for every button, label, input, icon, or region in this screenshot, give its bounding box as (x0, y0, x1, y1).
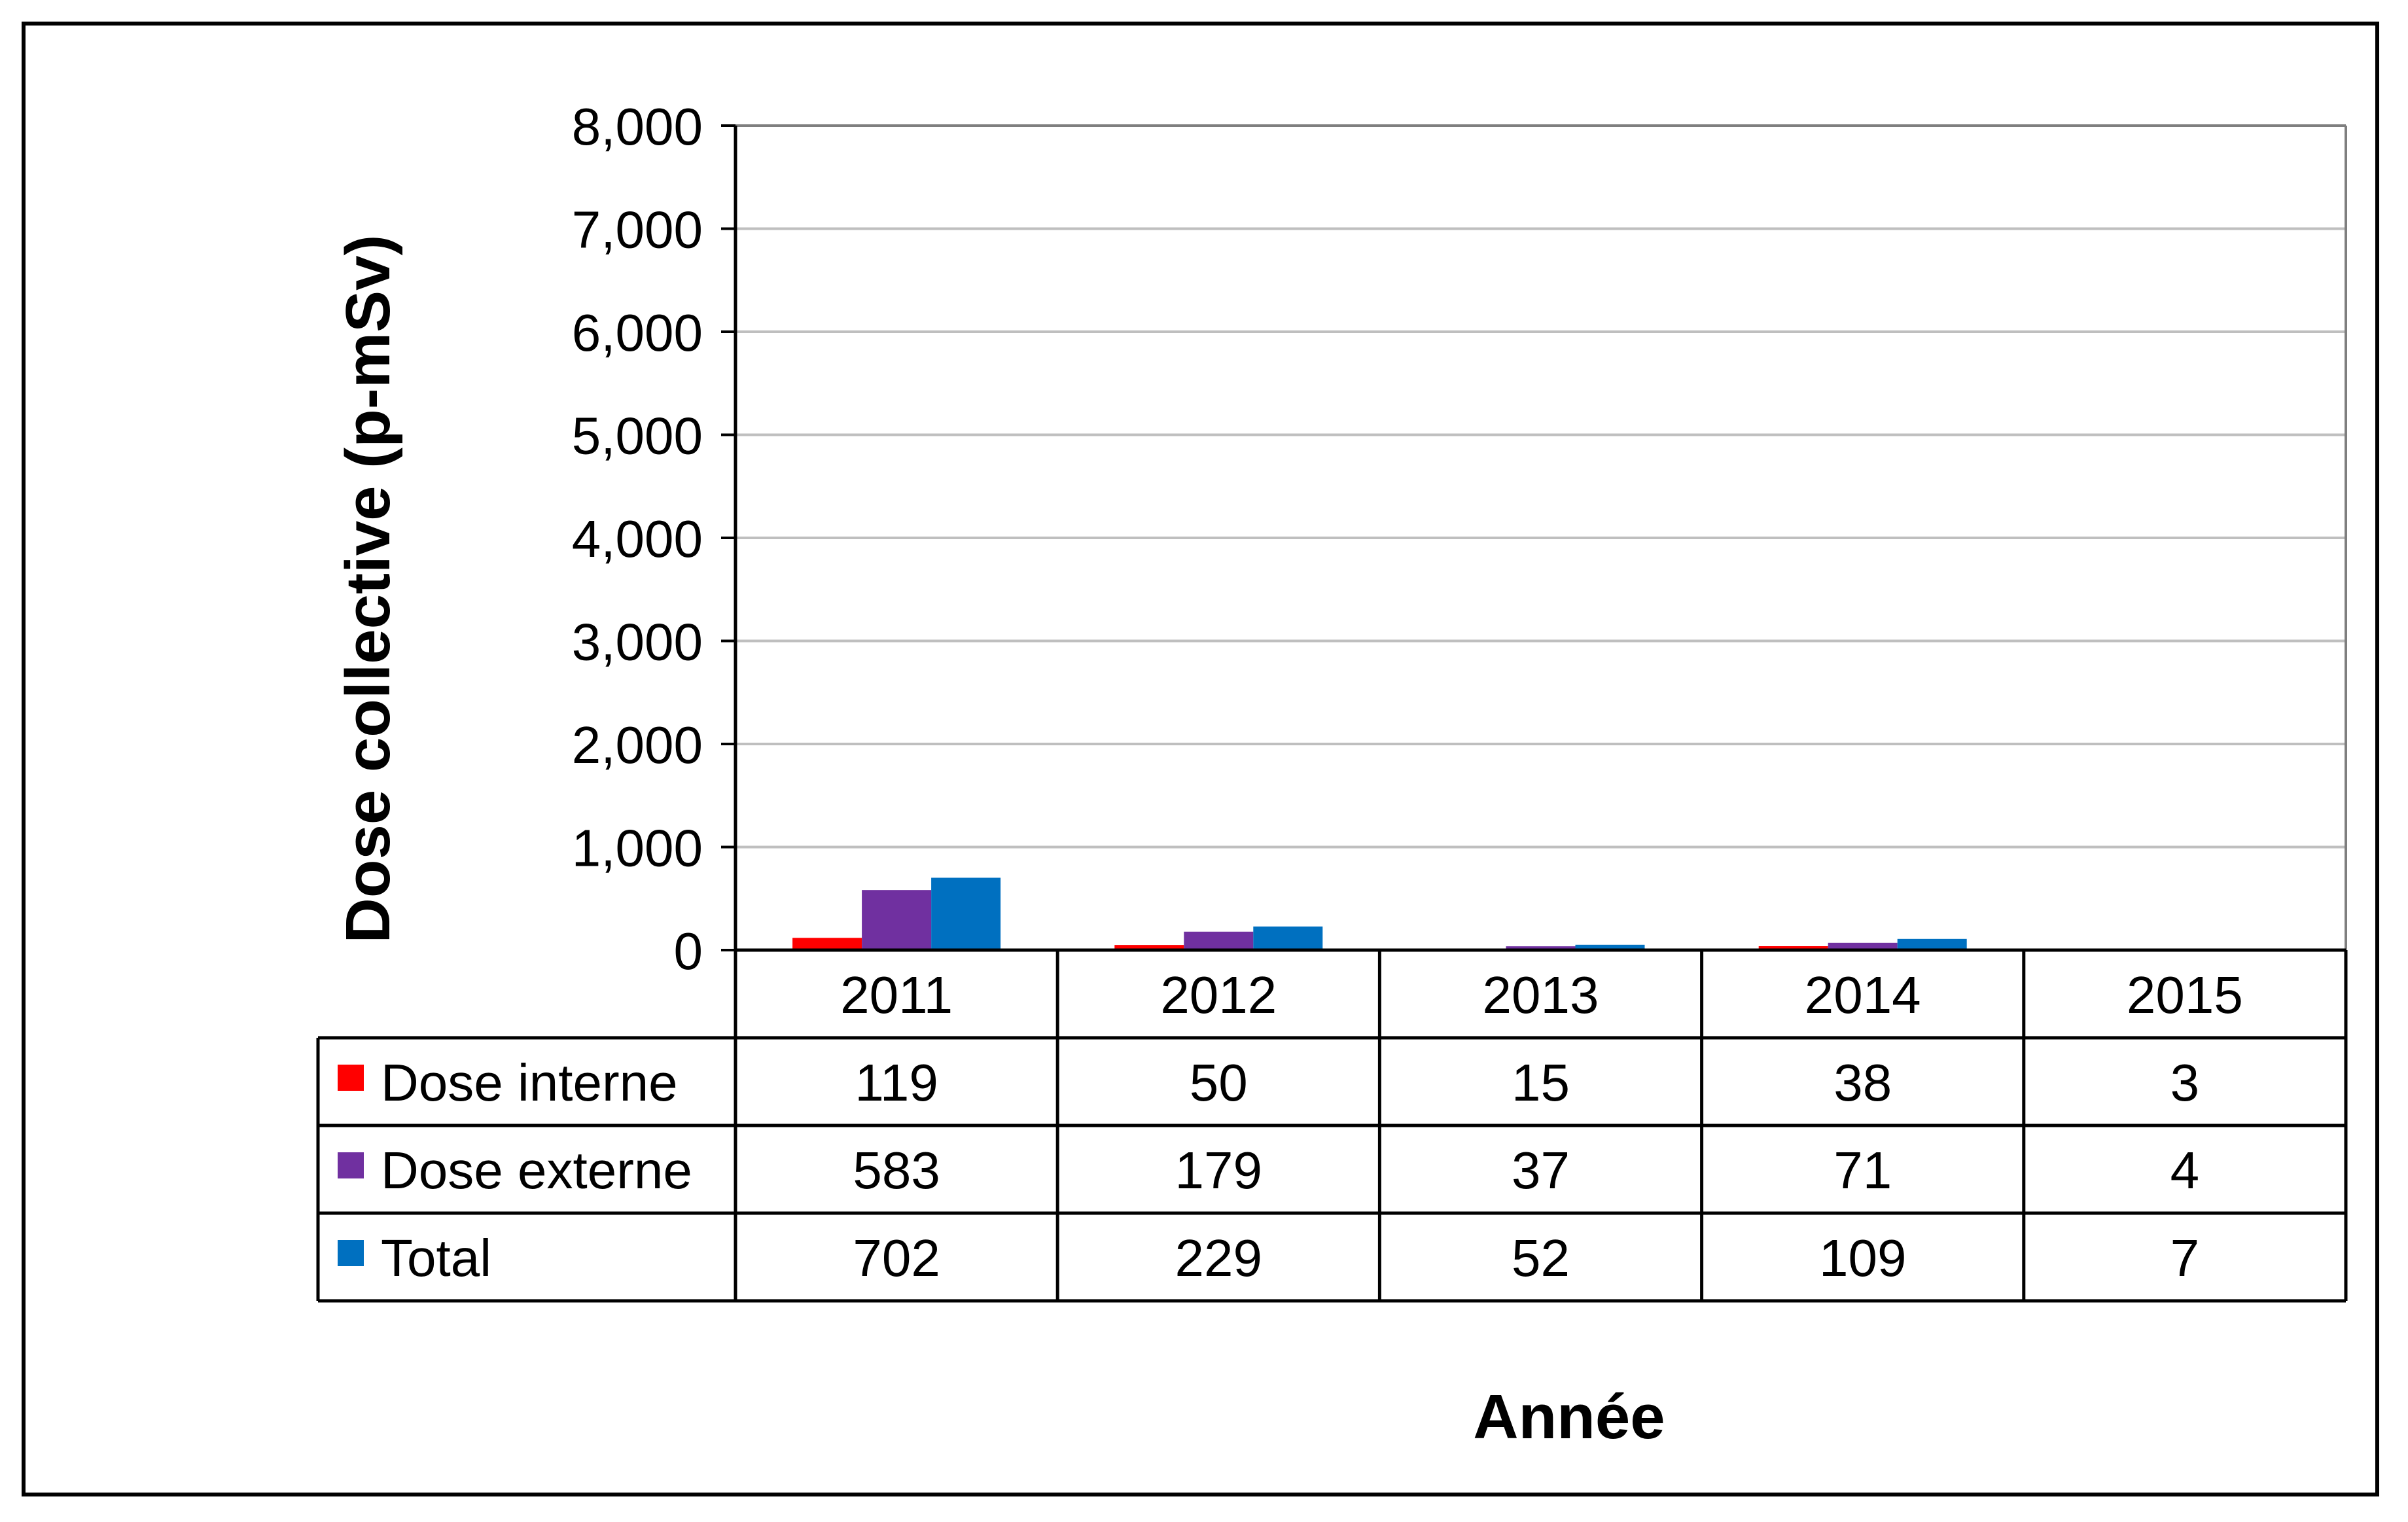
x-category-label: 2013 (1483, 966, 1599, 1024)
x-category-label: 2011 (840, 966, 953, 1024)
legend-swatch (338, 1065, 364, 1091)
legend-label: Dose externe (381, 1141, 692, 1199)
x-category-label: 2015 (2127, 966, 2243, 1024)
legend-label: Total (381, 1229, 491, 1287)
y-axis-title: Dose collective (p-mSv) (333, 235, 403, 944)
y-tick-label: 2,000 (572, 716, 703, 774)
data-label: 583 (853, 1141, 940, 1199)
gridlines (735, 124, 2347, 950)
data-label: 702 (853, 1229, 940, 1287)
bar (1253, 926, 1323, 950)
bar (792, 938, 862, 950)
bar (1575, 944, 1645, 950)
data-table: 2011 2012 2013 2014 2015 Dose interne 119 50 15 3… (316, 948, 2348, 1303)
data-label: 179 (1175, 1141, 1262, 1199)
bar (862, 890, 932, 950)
bar (1758, 946, 1828, 950)
legend-label: Dose interne (381, 1053, 678, 1112)
x-category-label: 2012 (1160, 966, 1277, 1024)
data-label: 38 (1833, 1053, 1892, 1112)
data-label: 229 (1175, 1229, 1262, 1287)
data-label: 50 (1190, 1053, 1248, 1112)
data-label: 7 (2170, 1229, 2200, 1287)
x-axis-title: Année (1473, 1382, 1665, 1452)
data-label: 52 (1512, 1229, 1570, 1287)
data-label: 3 (2170, 1053, 2200, 1112)
data-label: 4 (2170, 1141, 2200, 1199)
legend-swatch (338, 1152, 364, 1178)
bar (1506, 946, 1576, 950)
bars (792, 877, 2289, 950)
chart-frame (22, 22, 2379, 1496)
data-label: 71 (1833, 1141, 1892, 1199)
y-tick-label: 5,000 (572, 407, 703, 465)
y-tick-label: 7,000 (572, 201, 703, 259)
x-category-label: 2014 (1805, 966, 1921, 1024)
data-label: 15 (1512, 1053, 1570, 1112)
bar (931, 877, 1001, 950)
data-label: 37 (1512, 1141, 1570, 1199)
y-tick-label: 0 (674, 922, 703, 980)
y-tick-label: 6,000 (572, 304, 703, 362)
bar (1184, 931, 1254, 950)
bar (1114, 945, 1184, 950)
y-tick-label: 3,000 (572, 613, 703, 671)
y-tick-label: 1,000 (572, 819, 703, 877)
data-label: 109 (1819, 1229, 1906, 1287)
bar (1828, 942, 1898, 950)
data-label: 119 (855, 1053, 938, 1112)
legend-swatch (338, 1240, 364, 1266)
y-tick-label: 4,000 (572, 510, 703, 568)
y-tick-label: 8,000 (572, 97, 703, 156)
bar (1897, 938, 1967, 950)
axes: 0 1,000 2,000 3,000 4,000 5,000 6,000 7,000 8,00… (572, 97, 737, 980)
